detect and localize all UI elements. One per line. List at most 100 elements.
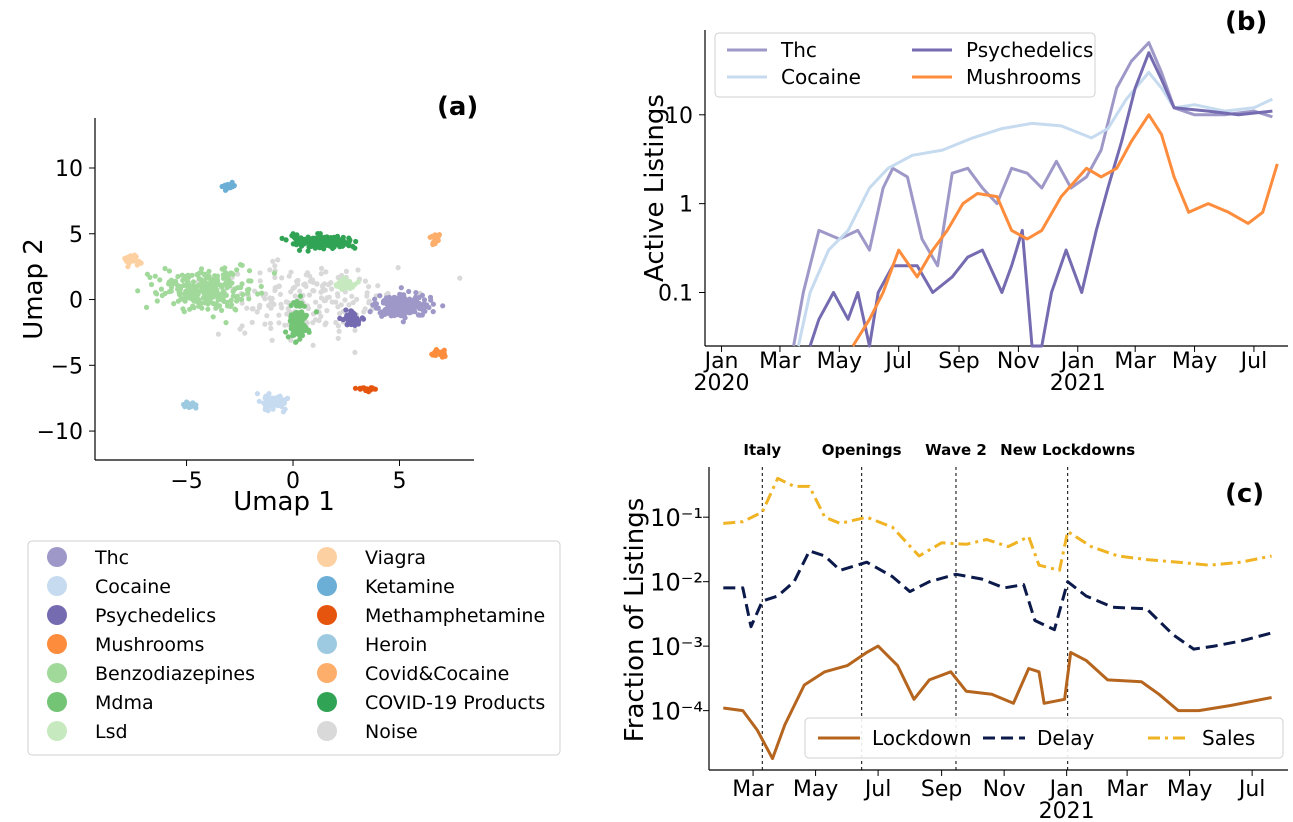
point-lsd bbox=[350, 284, 356, 290]
b-year-label: 2020 bbox=[694, 371, 750, 396]
c-legend-label-sales: Sales bbox=[1202, 726, 1255, 750]
point-noise bbox=[324, 308, 330, 314]
legend-marker-thc bbox=[47, 547, 67, 567]
point-benzodiazepines bbox=[190, 283, 196, 289]
point-heroin bbox=[181, 401, 187, 408]
point-noise bbox=[306, 292, 312, 298]
event-label-italy: Italy bbox=[743, 441, 781, 459]
point-benzodiazepines bbox=[135, 288, 141, 294]
c-xtick-label: May bbox=[1167, 777, 1212, 802]
point-benzodiazepines bbox=[212, 293, 219, 299]
point-thc bbox=[400, 303, 407, 309]
b-xtick-label: May bbox=[817, 349, 862, 374]
point-mdma bbox=[293, 339, 299, 345]
point-benzodiazepines bbox=[233, 307, 239, 313]
point-covid-cocaine bbox=[429, 233, 435, 239]
point-benzodiazepines bbox=[271, 270, 277, 276]
point-covid-19-products bbox=[334, 233, 341, 239]
point-benzodiazepines bbox=[246, 268, 253, 274]
point-noise bbox=[215, 331, 221, 337]
point-covid-19-products bbox=[346, 235, 352, 241]
point-covid-19-products bbox=[279, 235, 285, 241]
legend-marker-methamphetamine bbox=[317, 605, 337, 625]
point-mdma bbox=[301, 322, 307, 328]
c-legend-label-delay: Delay bbox=[1037, 726, 1095, 750]
point-benzodiazepines bbox=[185, 280, 191, 286]
point-benzodiazepines bbox=[255, 291, 261, 297]
point-noise bbox=[366, 300, 372, 306]
point-mushrooms bbox=[433, 348, 439, 354]
b-legend-items: Thc Cocaine Psychedelics Mushrooms bbox=[727, 38, 1093, 89]
point-benzodiazepines bbox=[240, 291, 246, 298]
point-thc bbox=[430, 301, 436, 307]
point-methamphetamine bbox=[367, 387, 373, 393]
point-noise bbox=[266, 302, 272, 309]
point-benzodiazepines bbox=[212, 277, 218, 283]
point-thc bbox=[373, 305, 379, 311]
point-benzodiazepines bbox=[239, 281, 245, 287]
point-noise bbox=[235, 271, 241, 277]
point-covid-19-products bbox=[294, 238, 300, 244]
point-noise bbox=[242, 330, 248, 336]
point-benzodiazepines bbox=[154, 291, 160, 297]
legend-marker-ketamine bbox=[317, 576, 337, 596]
point-noise bbox=[352, 327, 358, 333]
point-thc bbox=[413, 290, 419, 296]
point-psychedelics bbox=[349, 308, 355, 314]
point-noise bbox=[343, 268, 349, 274]
c-line-delay bbox=[723, 549, 1272, 651]
point-benzodiazepines bbox=[152, 273, 158, 279]
a-ytick-label: 0 bbox=[69, 289, 83, 314]
a-y-axis-label: Umap 2 bbox=[19, 238, 49, 340]
point-thc bbox=[377, 310, 383, 316]
point-methamphetamine bbox=[352, 385, 359, 391]
point-noise bbox=[346, 302, 352, 308]
c-year-label: 2021 bbox=[1039, 799, 1095, 822]
point-methamphetamine bbox=[372, 386, 378, 392]
point-psychedelics bbox=[343, 307, 349, 313]
point-benzodiazepines bbox=[219, 307, 225, 313]
point-noise bbox=[314, 281, 320, 287]
point-noise bbox=[239, 300, 245, 306]
a-ytick-label: 5 bbox=[69, 223, 83, 248]
c-series-lines bbox=[723, 476, 1272, 761]
c-xtick-label: Sep bbox=[921, 777, 962, 802]
point-mdma bbox=[297, 293, 303, 299]
legend-marker-noise bbox=[317, 721, 337, 741]
point-noise bbox=[323, 269, 329, 275]
point-benzodiazepines bbox=[234, 267, 240, 273]
point-benzodiazepines bbox=[143, 304, 150, 310]
point-noise bbox=[342, 297, 348, 303]
point-noise bbox=[366, 284, 372, 290]
point-benzodiazepines bbox=[144, 271, 150, 277]
point-benzodiazepines bbox=[239, 296, 245, 302]
b-year-label: 2021 bbox=[1050, 371, 1106, 396]
point-noise bbox=[267, 267, 273, 273]
point-thc bbox=[391, 296, 397, 302]
b-x-ticks: Jan Mar May Jul Sep Nov Jan Mar May Jul 2020 2021 bbox=[694, 346, 1267, 396]
point-lsd bbox=[342, 276, 348, 282]
point-benzodiazepines bbox=[245, 290, 251, 296]
point-thc bbox=[395, 297, 401, 303]
c-xtick-label: Nov bbox=[983, 777, 1026, 802]
point-thc bbox=[377, 293, 383, 299]
a-panel-label: (a) bbox=[437, 92, 478, 122]
point-psychedelics bbox=[352, 321, 358, 327]
point-noise bbox=[317, 303, 323, 309]
point-mdma bbox=[296, 327, 302, 333]
point-cocaine bbox=[261, 400, 267, 406]
point-noise bbox=[262, 321, 268, 327]
event-label-wave-2: Wave 2 bbox=[925, 441, 987, 459]
point-thc bbox=[381, 297, 387, 303]
point-psychedelics bbox=[345, 318, 351, 324]
point-covid-cocaine bbox=[436, 232, 442, 238]
point-benzodiazepines bbox=[212, 273, 218, 279]
b-xtick-label: Mar bbox=[1114, 349, 1156, 374]
point-benzodiazepines bbox=[258, 283, 264, 290]
b-line-mushrooms bbox=[851, 113, 1279, 347]
point-benzodiazepines bbox=[200, 279, 206, 285]
point-noise bbox=[268, 325, 274, 331]
point-benzodiazepines bbox=[166, 268, 172, 274]
b-xtick-label: Nov bbox=[997, 349, 1040, 374]
point-benzodiazepines bbox=[182, 298, 188, 304]
